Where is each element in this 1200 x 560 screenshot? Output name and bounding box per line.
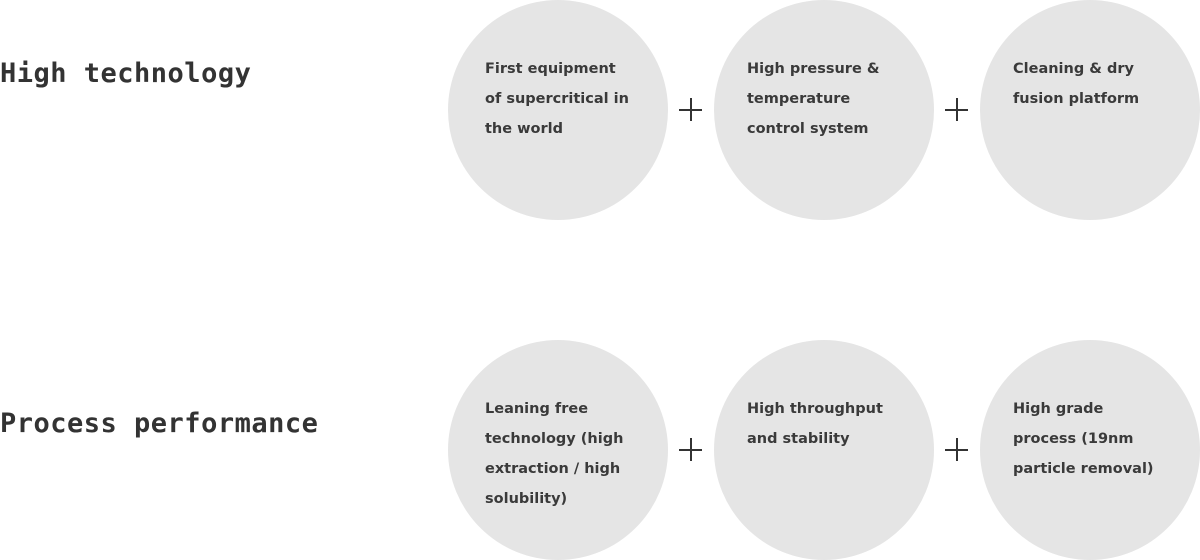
- feature-circle: High pressure & temperature control syst…: [714, 0, 934, 220]
- plus-icon: [945, 438, 968, 461]
- section-title-high-technology: High technology: [0, 58, 252, 89]
- feature-label: Leaning free technology (high extraction…: [485, 401, 624, 507]
- feature-circle: Cleaning & dry fusion platform: [980, 0, 1200, 220]
- feature-label: Cleaning & dry fusion platform: [1013, 61, 1140, 107]
- section-title-process-performance: Process performance: [0, 408, 319, 439]
- feature-circle: High grade process (19nm particle remova…: [980, 340, 1200, 560]
- feature-circle: First equipment of supercritical in the …: [448, 0, 668, 220]
- plus-icon: [679, 438, 702, 461]
- feature-label: High pressure & temperature control syst…: [747, 61, 880, 137]
- plus-icon: [679, 98, 702, 121]
- feature-label: First equipment of supercritical in the …: [485, 61, 629, 137]
- feature-label: High grade process (19nm particle remova…: [1013, 401, 1154, 477]
- plus-icon: [945, 98, 968, 121]
- feature-circle: High throughput and stability: [714, 340, 934, 560]
- feature-label: High throughput and stability: [747, 401, 883, 447]
- feature-circle: Leaning free technology (high extraction…: [448, 340, 668, 560]
